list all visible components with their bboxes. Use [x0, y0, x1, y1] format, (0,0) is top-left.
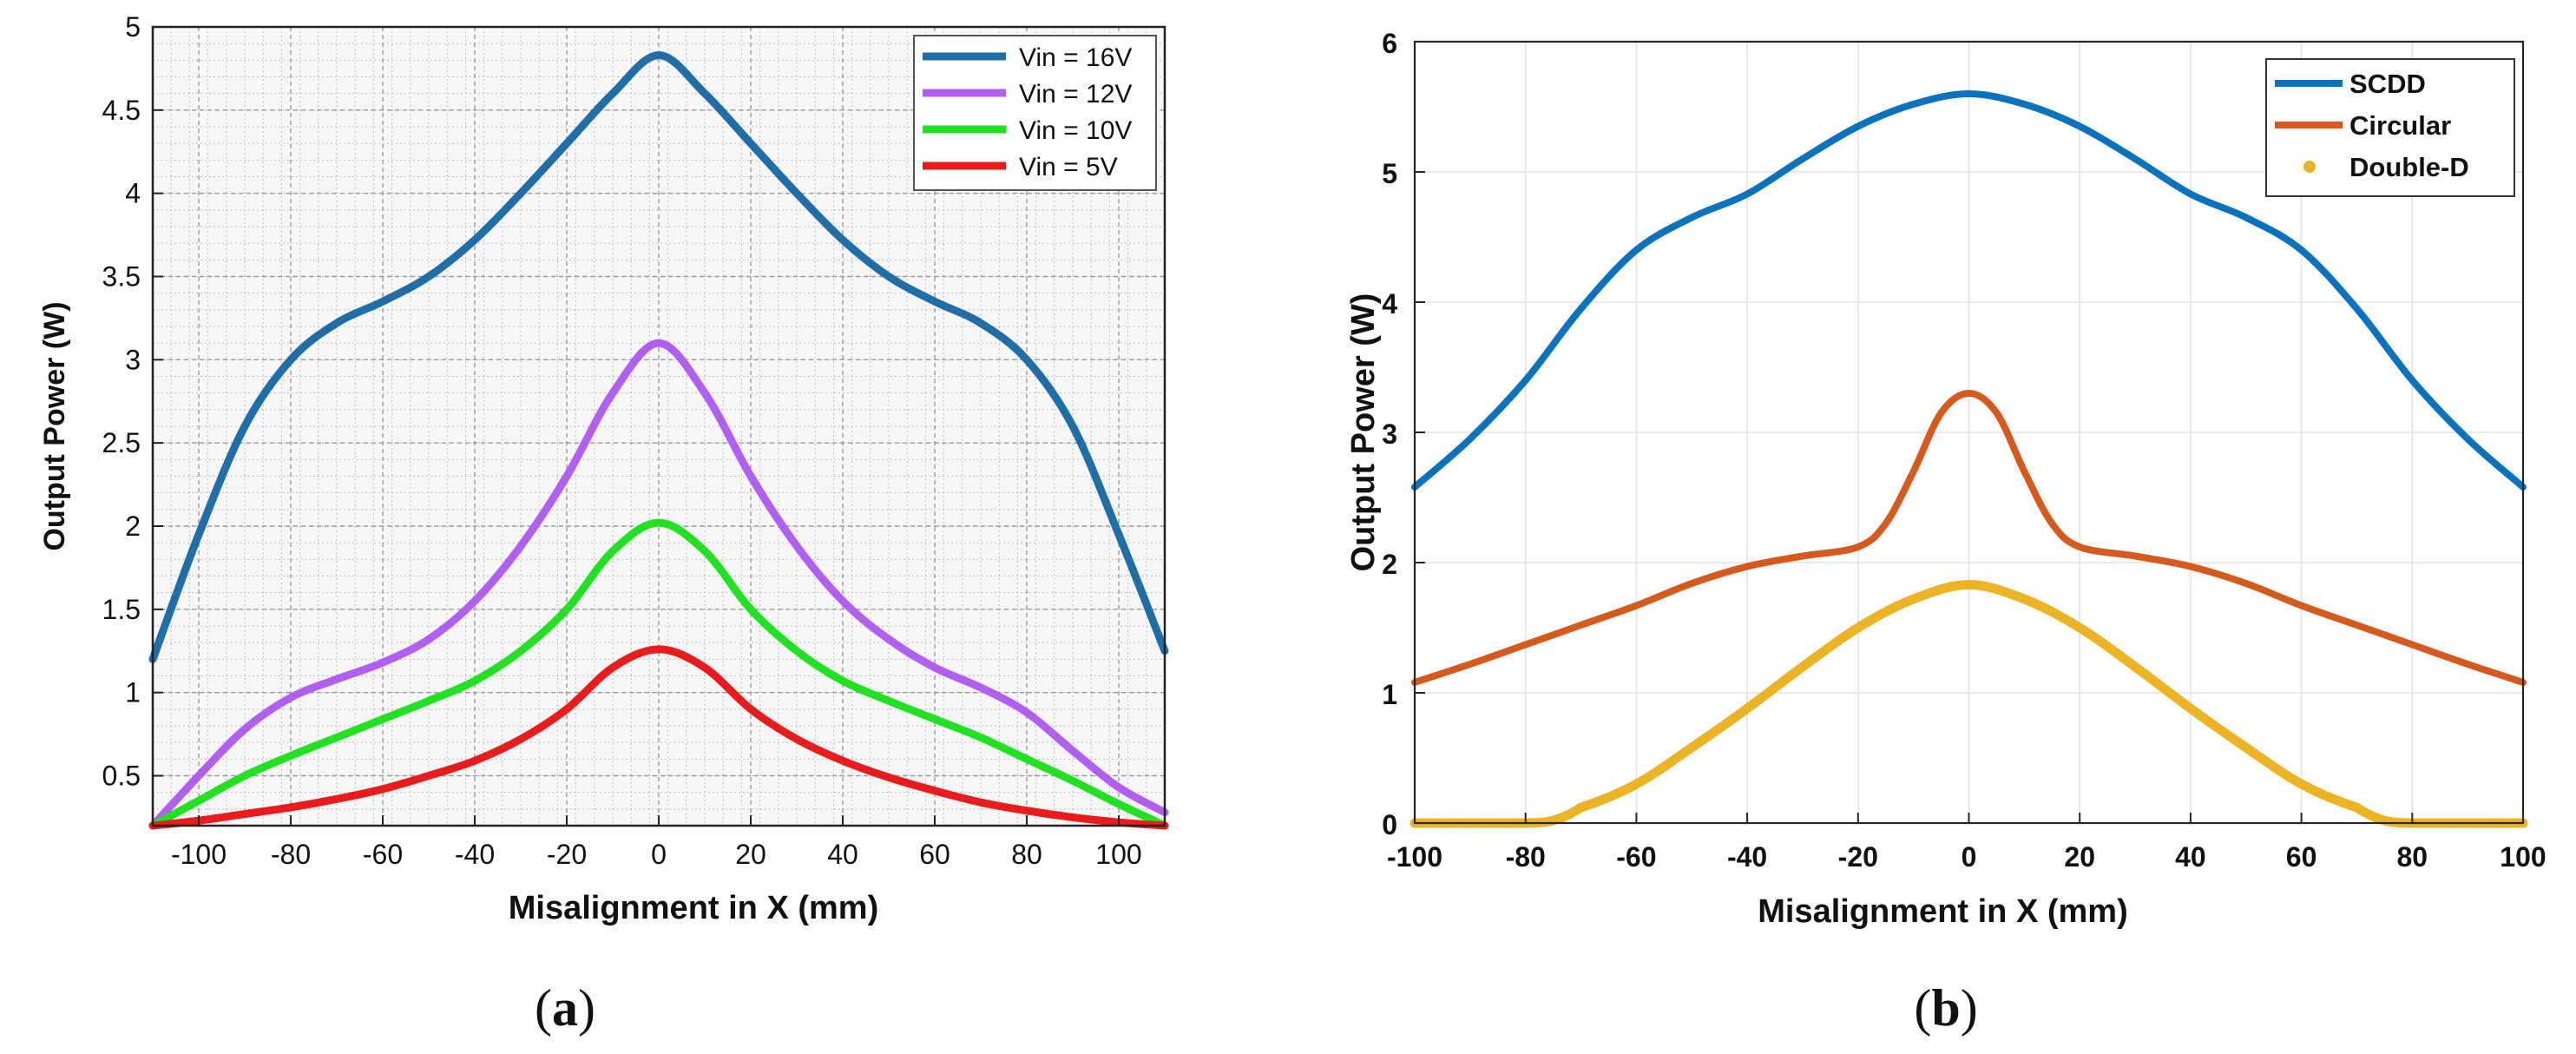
- legend-label: Vin = 5V: [1019, 153, 1118, 181]
- y-tick-label: 2.5: [102, 427, 141, 458]
- x-tick-label: -60: [363, 839, 403, 870]
- caption-close: ): [578, 979, 595, 1037]
- x-tick-label: 0: [651, 839, 667, 870]
- y-tick-label: 5: [1382, 158, 1397, 189]
- y-tick-label: 4.5: [102, 95, 141, 126]
- x-tick-label: -20: [1838, 841, 1878, 873]
- caption-letter: b: [1931, 979, 1960, 1037]
- y-tick-label: 6: [1382, 28, 1397, 59]
- caption-open: (: [535, 979, 552, 1037]
- x-axis-label-b: Misalignment in X (mm): [1758, 893, 2127, 930]
- series-line-vin-5v: [148, 645, 1169, 830]
- series-line-vin-16v: [148, 51, 1169, 663]
- x-tick-label: 60: [919, 839, 950, 870]
- y-tick-label: 1: [125, 677, 141, 708]
- x-tick-label: 20: [2064, 841, 2095, 873]
- x-tick-label: -40: [455, 839, 495, 870]
- x-tick-label: 80: [2397, 841, 2428, 873]
- series-circular-line: [1411, 390, 2527, 686]
- caption-open: (: [1914, 979, 1931, 1037]
- series-line-vin-12v: [148, 339, 1169, 830]
- caption-close: ): [1961, 979, 1978, 1037]
- y-tick-label: 2: [125, 511, 141, 542]
- x-tick-label: 80: [1011, 839, 1042, 870]
- x-tick-label: 40: [827, 839, 858, 870]
- chart-a: -100 -80 -60 -40 -20 0 20 40 60 80 100 0.5 1 1.5 2 2.5 3…: [38, 11, 1169, 1037]
- x-axis-label-a: Misalignment in X (mm): [509, 890, 878, 926]
- y-tick-label: 4: [125, 178, 141, 209]
- x-tick-label: -100: [1387, 841, 1442, 873]
- x-tick-label: 0: [1962, 841, 1977, 873]
- major-grid-a: [153, 26, 1165, 826]
- y-tick-label: 0.5: [102, 761, 141, 792]
- x-tick-label: -20: [547, 839, 587, 870]
- legend-label: Double-D: [2349, 152, 2469, 182]
- y-axis-label-b: Output Power (W): [1345, 293, 1382, 572]
- legend-b: SCDD Circular Double-D: [2265, 58, 2515, 197]
- series-double-d-dots: [1410, 580, 2528, 828]
- y-tick-label: 0: [1382, 809, 1397, 840]
- caption-letter: a: [552, 979, 578, 1037]
- caption-b: (b): [1914, 979, 1977, 1037]
- caption-a: (a): [535, 979, 595, 1037]
- x-tick-label: 100: [2500, 841, 2546, 873]
- y-tick-label: 4: [1382, 288, 1397, 319]
- x-tick-label: -40: [1727, 841, 1767, 873]
- y-tick-label: 1: [1382, 679, 1397, 710]
- chart-b: -100 -80 -60 -40 -20 0 20 40 60 80 100 0 1 2 3 4 5 6 Misal…: [1345, 28, 2546, 1037]
- y-tick-label: 3: [1382, 418, 1397, 450]
- series-line-vin-10v: [148, 518, 1169, 830]
- legend-label: SCDD: [2349, 69, 2426, 99]
- y-tick-label: 2: [1382, 549, 1397, 580]
- y-axis-label-a: Output Power (W): [38, 301, 71, 550]
- x-tick-label: -100: [171, 839, 227, 870]
- legend-label: Vin = 12V: [1019, 80, 1132, 109]
- series-scdd-line: [1411, 90, 2527, 491]
- legend-a: Vin = 16V Vin = 12V Vin = 10V Vin = 5V: [913, 35, 1157, 191]
- legend-label: Vin = 10V: [1019, 116, 1132, 145]
- legend-swatch: [2303, 161, 2316, 173]
- y-tick-label: 3.5: [102, 261, 141, 293]
- y-tick-label: 3: [125, 344, 141, 375]
- legend-label: Circular: [2349, 110, 2451, 141]
- x-tick-label: -80: [1506, 841, 1546, 873]
- y-tick-label: 5: [125, 11, 141, 43]
- x-tick-label: 20: [735, 839, 766, 870]
- x-tick-label: 100: [1095, 839, 1141, 870]
- x-tick-label: 40: [2175, 841, 2206, 873]
- y-tick-label: 1.5: [102, 594, 141, 625]
- x-tick-label: -80: [271, 839, 311, 870]
- x-tick-label: 60: [2286, 841, 2317, 873]
- legend-label: Vin = 16V: [1019, 43, 1132, 72]
- x-tick-label: -60: [1616, 841, 1656, 873]
